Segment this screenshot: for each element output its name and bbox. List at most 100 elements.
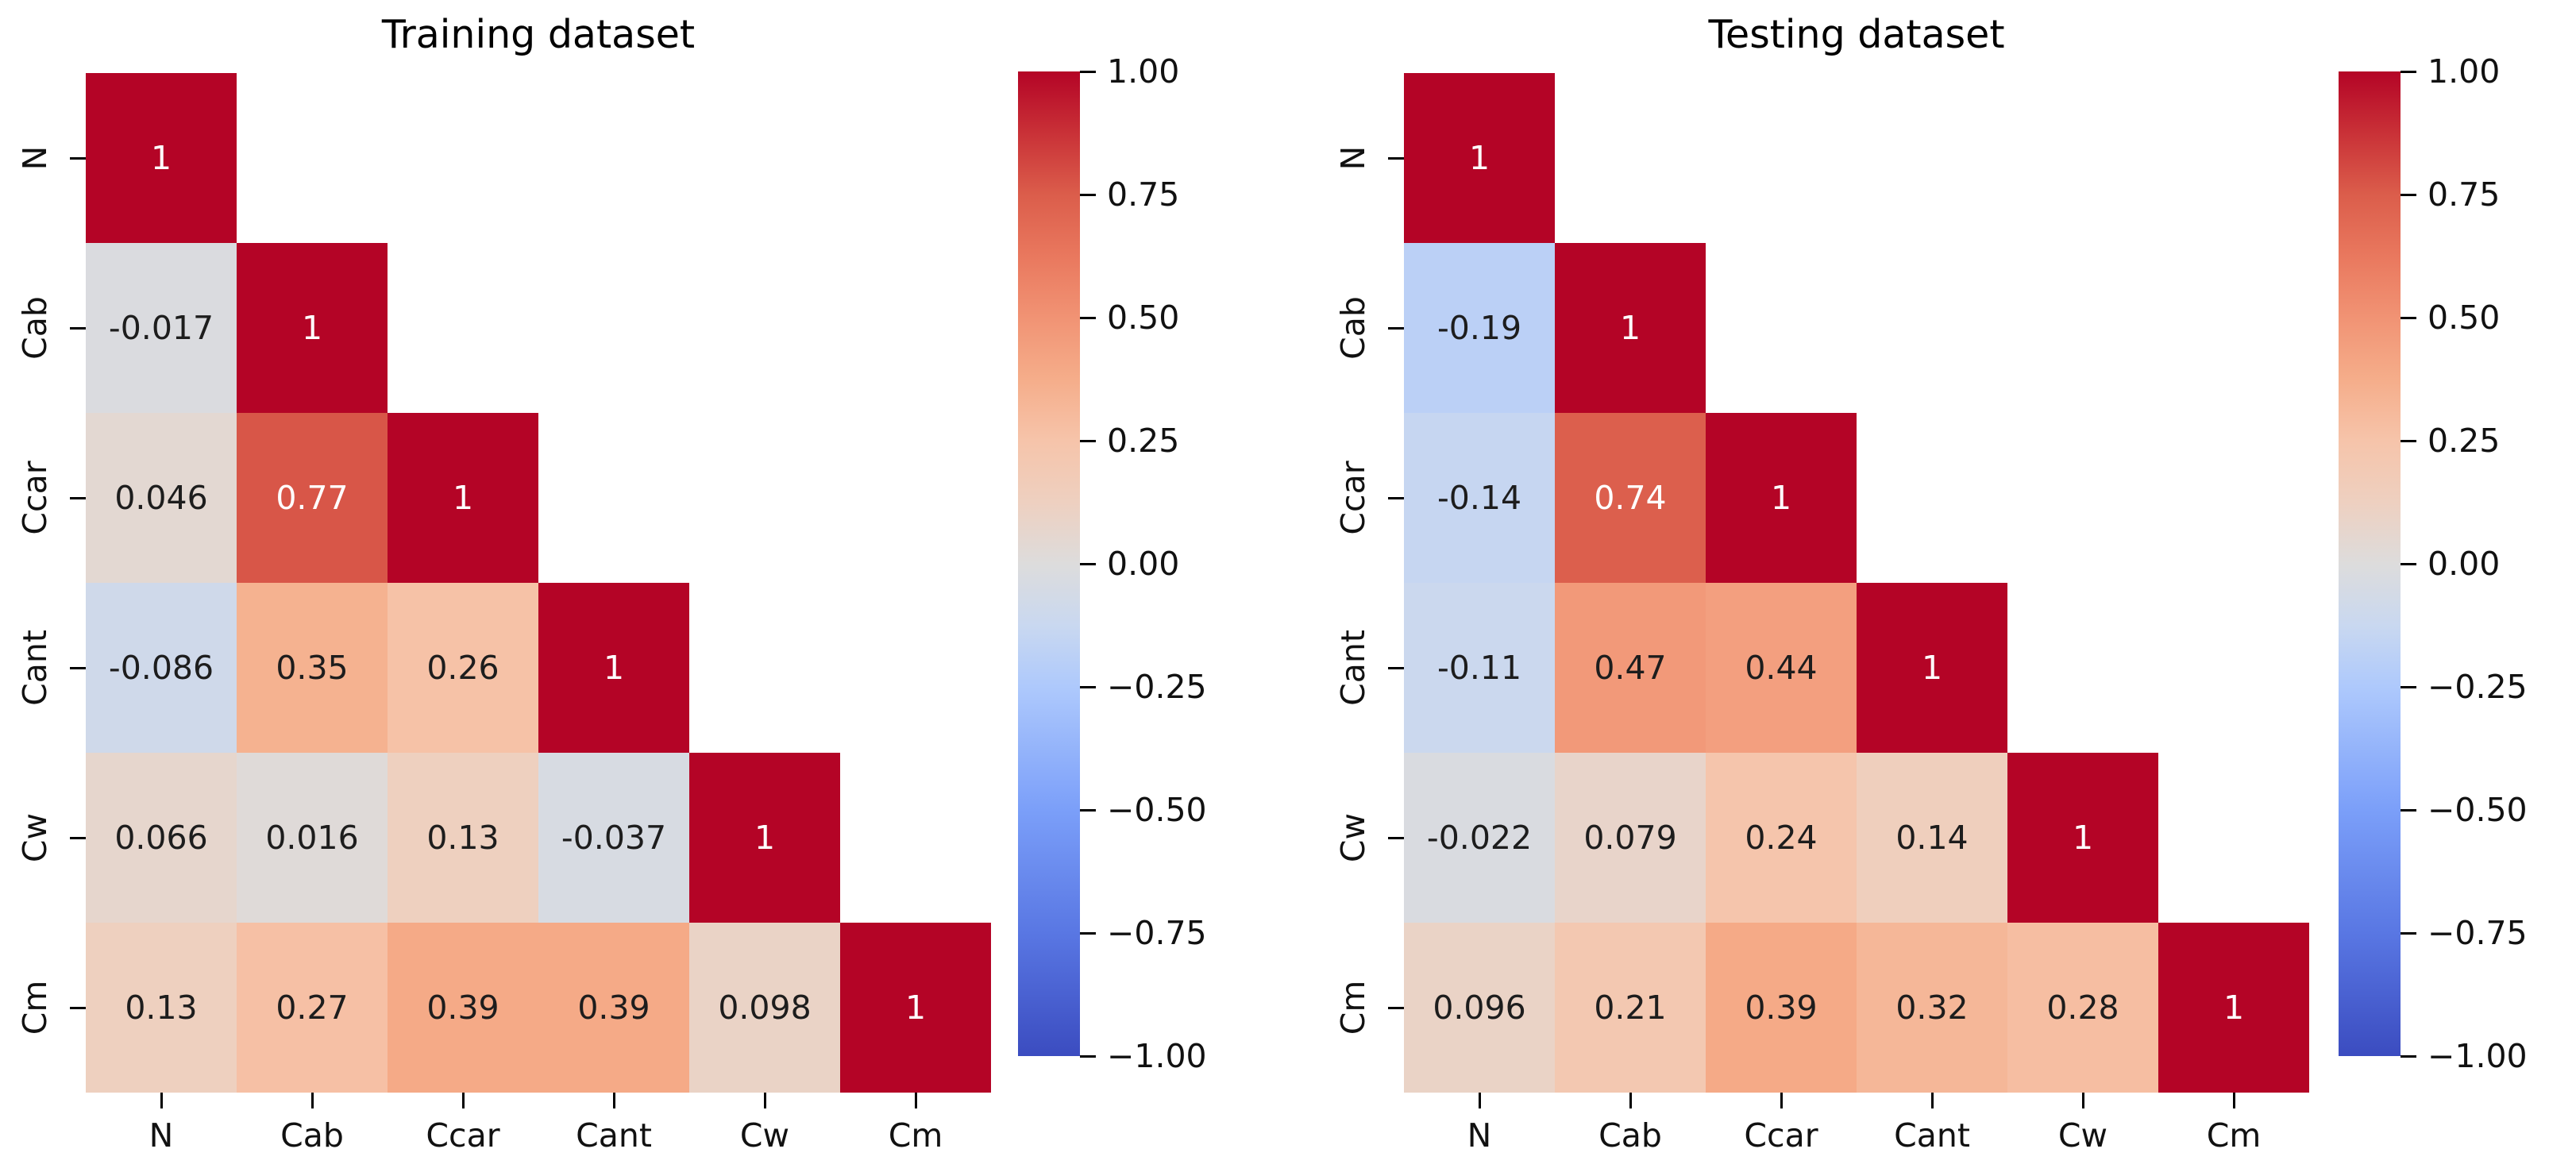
colorbar-tick-label: −0.25 <box>1107 668 1207 706</box>
x-tick-label: Cant <box>576 1116 652 1155</box>
heatmap-cell: 1 <box>538 583 689 753</box>
x-tick-label: Ccar <box>426 1116 500 1155</box>
heatmap-cell: 0.21 <box>1555 923 1706 1093</box>
colorbar-tick-label: −1.00 <box>2428 1037 2528 1075</box>
heatmap-cell: -0.11 <box>1404 583 1555 753</box>
colorbar-tick-label: 1.00 <box>1107 52 1180 91</box>
cell-value: 0.24 <box>1745 818 1818 857</box>
x-tick-label: N <box>148 1116 174 1155</box>
x-axis-tick <box>1780 1093 1783 1108</box>
colorbar-tick <box>1080 562 1096 565</box>
x-axis-tick <box>1629 1093 1632 1108</box>
y-tick-label: Cw <box>1334 812 1372 863</box>
cell-value: 0.39 <box>577 988 650 1027</box>
heatmap-cell: 0.44 <box>1706 583 1857 753</box>
colorbar-tick-label: 0.75 <box>1107 175 1180 214</box>
cell-value: 1 <box>452 478 474 517</box>
x-axis-tick <box>2232 1093 2235 1108</box>
colorbar-tick <box>1080 1054 1096 1058</box>
colorbar-tick-label: 0.50 <box>1107 299 1180 337</box>
colorbar-tick <box>1080 685 1096 688</box>
heatmap-cell: 0.32 <box>1857 923 2007 1093</box>
cell-value: 0.066 <box>114 818 208 857</box>
colorbar-tick <box>1080 70 1096 73</box>
heatmap-cell: 1 <box>1555 243 1706 413</box>
colorbar-tick-label: −0.75 <box>1107 914 1207 952</box>
x-tick-label: Cw <box>739 1116 790 1155</box>
heatmap-cell: 1 <box>840 923 991 1093</box>
y-tick-label: N <box>16 145 54 171</box>
x-axis-tick <box>1478 1093 1481 1108</box>
cell-value: 1 <box>1921 648 1943 687</box>
heatmap-cell: -0.086 <box>86 583 237 753</box>
cell-value: -0.19 <box>1436 308 1522 347</box>
cell-value: 0.39 <box>426 988 499 1027</box>
heatmap-cell: 0.47 <box>1555 583 1706 753</box>
heatmap-cell: 0.079 <box>1555 753 1706 923</box>
cell-value: 0.079 <box>1583 818 1677 857</box>
x-axis-tick <box>461 1093 465 1108</box>
y-tick-label: Cab <box>1334 296 1372 360</box>
heatmap-cell: 1 <box>388 413 538 583</box>
colorbar-tick-label: 0.50 <box>2428 299 2501 337</box>
colorbar-tick-label: −0.25 <box>2428 668 2528 706</box>
x-tick-label: N <box>1467 1116 1492 1155</box>
colorbar-tick <box>2401 1054 2416 1058</box>
cell-value: 0.28 <box>2046 988 2119 1027</box>
cell-value: 1 <box>2223 988 2245 1027</box>
heatmap-cell: -0.037 <box>538 753 689 923</box>
heatmap-cell: 1 <box>237 243 388 413</box>
heatmap-cell: 0.28 <box>2007 923 2158 1093</box>
heatmap-cell: 1 <box>86 73 237 243</box>
x-axis-tick <box>612 1093 615 1108</box>
colorbar-tick <box>2401 70 2416 73</box>
cell-value: 0.21 <box>1594 988 1667 1027</box>
x-axis-tick <box>310 1093 314 1108</box>
cell-value: 0.27 <box>276 988 349 1027</box>
y-tick-label: Ccar <box>16 461 54 535</box>
colorbar-tick-label: 0.00 <box>1107 545 1180 583</box>
y-axis-tick <box>1388 836 1404 839</box>
heatmap-cell: -0.017 <box>86 243 237 413</box>
y-axis-tick <box>70 836 86 839</box>
colorbar-tick-label: −0.75 <box>2428 914 2528 952</box>
colorbar-tick-label: 0.75 <box>2428 175 2501 214</box>
heatmap-cell: -0.19 <box>1404 243 1555 413</box>
cell-value: 0.26 <box>426 648 499 687</box>
cell-value: 0.77 <box>276 478 349 517</box>
y-tick-label: Cm <box>16 980 54 1035</box>
cell-value: 0.016 <box>265 818 359 857</box>
training-dataset-title: Training dataset <box>381 11 696 57</box>
y-axis-tick <box>1388 156 1404 160</box>
colorbar <box>2339 71 2401 1056</box>
colorbar-tick <box>1080 808 1096 812</box>
cell-value: 0.096 <box>1433 988 1526 1027</box>
heatmap-cell: 0.24 <box>1706 753 1857 923</box>
heatmap-cell: 0.13 <box>388 753 538 923</box>
y-axis-tick <box>1388 326 1404 330</box>
colorbar-tick <box>2401 808 2416 812</box>
cell-value: -0.037 <box>561 818 667 857</box>
x-tick-label: Cab <box>1598 1116 1662 1155</box>
cell-value: -0.11 <box>1436 648 1522 687</box>
x-axis-tick <box>160 1093 163 1108</box>
colorbar-tick <box>2401 316 2416 319</box>
colorbar <box>1018 71 1080 1056</box>
cell-value: 1 <box>754 818 776 857</box>
colorbar-tick <box>2401 931 2416 935</box>
colorbar-tick <box>1080 316 1096 319</box>
cell-value: 0.14 <box>1895 818 1969 857</box>
heatmap-cell: 0.77 <box>237 413 388 583</box>
y-axis-tick <box>1388 496 1404 499</box>
heatmap-cell: -0.022 <box>1404 753 1555 923</box>
cell-value: 0.39 <box>1745 988 1818 1027</box>
y-axis-tick <box>70 496 86 499</box>
x-axis-tick <box>914 1093 917 1108</box>
heatmap-cell: 1 <box>2158 923 2309 1093</box>
heatmap-cell: 1 <box>1857 583 2007 753</box>
heatmap-cell: -0.14 <box>1404 413 1555 583</box>
heatmap-cell: 0.016 <box>237 753 388 923</box>
y-tick-label: Ccar <box>1334 461 1372 535</box>
colorbar-tick-label: −1.00 <box>1107 1037 1207 1075</box>
y-tick-label: Cm <box>1334 980 1372 1035</box>
